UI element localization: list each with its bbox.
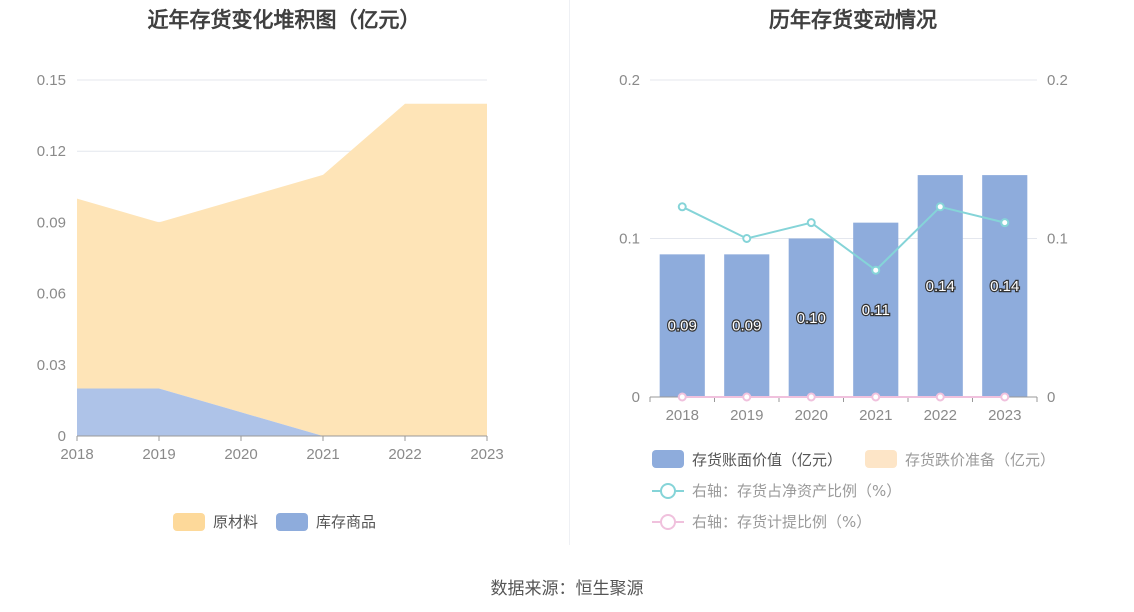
legend-marker-net-asset-ratio	[660, 483, 676, 499]
y-tick-label: 0	[58, 428, 66, 445]
bar-value-label: 0.10	[797, 310, 826, 327]
legend-label-impairment: 存货跌价准备（亿元）	[905, 451, 1055, 469]
x-tick-label: 2023	[470, 446, 503, 463]
legend-label-book-value: 存货账面价值（亿元）	[692, 451, 842, 469]
provision-ratio-point	[742, 392, 752, 402]
net-asset-ratio-line	[681, 205, 1005, 272]
net-asset-ratio-point	[935, 202, 945, 212]
right-chart-title: 历年存货变动情况	[769, 8, 937, 32]
x-tick-label: 2018	[666, 407, 699, 424]
inventory-bar	[853, 222, 899, 397]
x-tick-label: 2019	[142, 446, 175, 463]
provision-ratio-point	[677, 392, 687, 402]
net-asset-ratio-point	[871, 265, 881, 275]
y-tick-label: 0.03	[37, 357, 66, 374]
provision-ratio-point	[871, 392, 881, 402]
y-left-tick-label: 0	[632, 389, 640, 406]
net-asset-ratio-point	[1000, 218, 1010, 228]
inventory-bar	[659, 254, 705, 397]
bar-value-label: 0.14	[990, 278, 1019, 295]
legend-label-net-asset-ratio: 右轴：存货占净资产比例（%）	[692, 482, 901, 500]
legend-label-finished-goods: 库存商品	[316, 513, 376, 531]
x-tick-label: 2020	[795, 407, 828, 424]
net-asset-ratio-point	[742, 234, 752, 243]
inventory-bar-chart-panel: 历年存货变动情况 0 0.1 0.2 0 0.1 0.2 0.09 0.09 0.10 0.11 0…	[572, 0, 1134, 560]
inventory-bar	[917, 175, 963, 397]
bar-value-label: 0.09	[668, 318, 697, 335]
y-tick-label: 0.12	[37, 143, 66, 160]
legend-swatch-raw-material	[173, 513, 205, 531]
net-asset-ratio-point	[677, 202, 687, 212]
finished-goods-area	[77, 388, 487, 436]
inventory-bar	[724, 254, 770, 397]
panel-divider	[569, 0, 570, 545]
data-source-label: 数据来源：恒生聚源	[490, 579, 644, 599]
provision-ratio-point	[935, 392, 945, 402]
legend-swatch-finished-goods	[276, 513, 308, 531]
x-tick-label: 2018	[60, 446, 93, 463]
x-tick-label: 2022	[388, 446, 421, 463]
raw-material-area	[77, 103, 487, 436]
legend-marker-provision-ratio	[660, 514, 676, 530]
legend-label-raw-material: 原材料	[213, 513, 258, 531]
y-right-tick-label: 0	[1047, 389, 1055, 406]
inventory-bar	[982, 175, 1028, 397]
x-tick-label: 2023	[988, 407, 1021, 424]
legend-label-provision-ratio: 右轴：存货计提比例（%）	[692, 513, 871, 531]
left-chart-title: 近年存货变化堆积图（亿元）	[147, 8, 421, 32]
x-tick-label: 2022	[924, 407, 957, 424]
bar-value-label: 0.14	[926, 278, 955, 295]
y-tick-label: 0.06	[37, 286, 66, 303]
provision-ratio-point	[806, 392, 816, 402]
x-tick-label: 2021	[859, 407, 892, 424]
net-asset-ratio-point	[806, 218, 816, 228]
legend-swatch-impairment	[865, 450, 897, 468]
legend-swatch-book-value	[652, 450, 684, 468]
y-right-tick-label: 0.1	[1047, 231, 1068, 248]
x-tick-label: 2019	[730, 407, 763, 424]
y-left-tick-label: 0.1	[619, 231, 640, 248]
bar-value-label: 0.11	[862, 302, 890, 319]
stacked-area-chart-panel: 近年存货变化堆积图（亿元） 0 0.03 0.06 0.09 0.12 0.15 2018 2…	[0, 0, 568, 560]
x-tick-label: 2021	[306, 446, 339, 463]
y-left-tick-label: 0.2	[619, 72, 640, 89]
y-tick-label: 0.09	[37, 214, 66, 231]
provision-ratio-point	[1000, 392, 1010, 402]
stacked-area-chart: 0 0.03 0.06 0.09 0.12 0.15 2018 2019 2020 2021 202…	[37, 72, 504, 531]
inventory-bar-chart: 0 0.1 0.2 0 0.1 0.2 0.09 0.09 0.10 0.11 0.14 0.14 20…	[619, 72, 1068, 531]
x-tick-label: 2020	[224, 446, 257, 463]
inventory-bar	[788, 238, 834, 397]
bar-value-label: 0.09	[732, 318, 761, 335]
y-tick-label: 0.15	[37, 72, 66, 89]
y-right-tick-label: 0.2	[1047, 72, 1068, 89]
